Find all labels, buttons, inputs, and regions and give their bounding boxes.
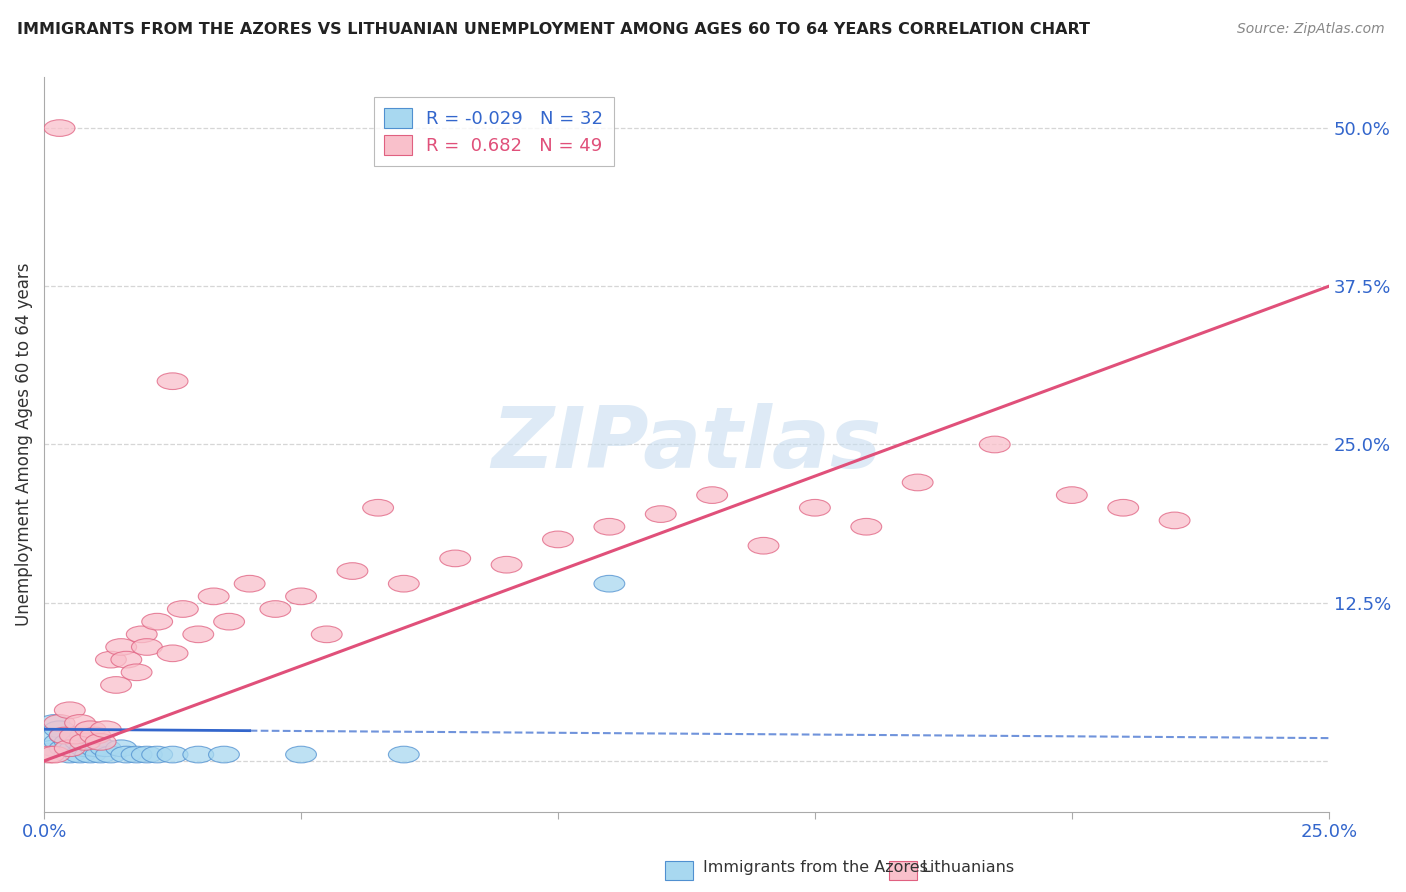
Ellipse shape	[86, 733, 117, 750]
Ellipse shape	[80, 727, 111, 744]
Ellipse shape	[59, 739, 90, 756]
Ellipse shape	[34, 747, 65, 763]
Ellipse shape	[543, 531, 574, 548]
Text: Lithuanians: Lithuanians	[921, 861, 1014, 875]
Legend: R = -0.029   N = 32, R =  0.682   N = 49: R = -0.029 N = 32, R = 0.682 N = 49	[374, 97, 614, 166]
Ellipse shape	[491, 557, 522, 573]
Ellipse shape	[337, 563, 368, 580]
Ellipse shape	[183, 747, 214, 763]
Ellipse shape	[388, 747, 419, 763]
Ellipse shape	[121, 664, 152, 681]
Ellipse shape	[101, 677, 132, 693]
Ellipse shape	[363, 500, 394, 516]
Ellipse shape	[167, 600, 198, 617]
Ellipse shape	[851, 518, 882, 535]
Ellipse shape	[65, 714, 96, 731]
Ellipse shape	[208, 747, 239, 763]
Ellipse shape	[980, 436, 1010, 453]
Ellipse shape	[75, 747, 105, 763]
Ellipse shape	[59, 727, 90, 744]
Ellipse shape	[1108, 500, 1139, 516]
Text: Source: ZipAtlas.com: Source: ZipAtlas.com	[1237, 22, 1385, 37]
Ellipse shape	[70, 739, 101, 756]
Ellipse shape	[80, 739, 111, 756]
Ellipse shape	[645, 506, 676, 523]
Ellipse shape	[748, 537, 779, 554]
Ellipse shape	[90, 721, 121, 738]
Ellipse shape	[142, 747, 173, 763]
Ellipse shape	[65, 747, 96, 763]
Ellipse shape	[86, 747, 117, 763]
Ellipse shape	[96, 651, 127, 668]
Ellipse shape	[80, 733, 111, 750]
Ellipse shape	[235, 575, 266, 592]
Text: IMMIGRANTS FROM THE AZORES VS LITHUANIAN UNEMPLOYMENT AMONG AGES 60 TO 64 YEARS : IMMIGRANTS FROM THE AZORES VS LITHUANIAN…	[17, 22, 1090, 37]
Ellipse shape	[44, 721, 75, 738]
Ellipse shape	[157, 645, 188, 662]
Text: Immigrants from the Azores: Immigrants from the Azores	[703, 861, 928, 875]
Ellipse shape	[55, 747, 86, 763]
Ellipse shape	[1056, 487, 1087, 503]
Ellipse shape	[105, 739, 136, 756]
Ellipse shape	[198, 588, 229, 605]
Ellipse shape	[697, 487, 727, 503]
Ellipse shape	[39, 747, 70, 763]
Ellipse shape	[44, 733, 75, 750]
Ellipse shape	[96, 747, 127, 763]
Y-axis label: Unemployment Among Ages 60 to 64 years: Unemployment Among Ages 60 to 64 years	[15, 263, 32, 626]
Ellipse shape	[903, 475, 934, 491]
Ellipse shape	[593, 518, 624, 535]
Ellipse shape	[34, 727, 65, 744]
Ellipse shape	[142, 614, 173, 630]
Text: ZIPatlas: ZIPatlas	[491, 403, 882, 486]
Ellipse shape	[44, 714, 75, 731]
Ellipse shape	[111, 747, 142, 763]
Ellipse shape	[49, 727, 80, 744]
Ellipse shape	[260, 600, 291, 617]
Ellipse shape	[65, 733, 96, 750]
Ellipse shape	[157, 747, 188, 763]
Ellipse shape	[121, 747, 152, 763]
Ellipse shape	[132, 747, 162, 763]
Ellipse shape	[183, 626, 214, 642]
Ellipse shape	[311, 626, 342, 642]
Ellipse shape	[800, 500, 831, 516]
Ellipse shape	[127, 626, 157, 642]
Ellipse shape	[214, 614, 245, 630]
Ellipse shape	[157, 373, 188, 390]
Ellipse shape	[440, 550, 471, 566]
Ellipse shape	[49, 739, 80, 756]
Ellipse shape	[105, 639, 136, 656]
Ellipse shape	[55, 702, 86, 719]
Ellipse shape	[1159, 512, 1189, 529]
Ellipse shape	[44, 120, 75, 136]
Ellipse shape	[39, 739, 70, 756]
Ellipse shape	[49, 727, 80, 744]
Ellipse shape	[70, 733, 101, 750]
Ellipse shape	[39, 714, 70, 731]
Ellipse shape	[132, 639, 162, 656]
Ellipse shape	[90, 739, 121, 756]
Ellipse shape	[388, 575, 419, 592]
Ellipse shape	[593, 575, 624, 592]
Ellipse shape	[70, 727, 101, 744]
Ellipse shape	[55, 739, 86, 756]
Ellipse shape	[59, 727, 90, 744]
Ellipse shape	[111, 651, 142, 668]
Ellipse shape	[285, 588, 316, 605]
Ellipse shape	[285, 747, 316, 763]
Ellipse shape	[55, 733, 86, 750]
Ellipse shape	[75, 721, 105, 738]
